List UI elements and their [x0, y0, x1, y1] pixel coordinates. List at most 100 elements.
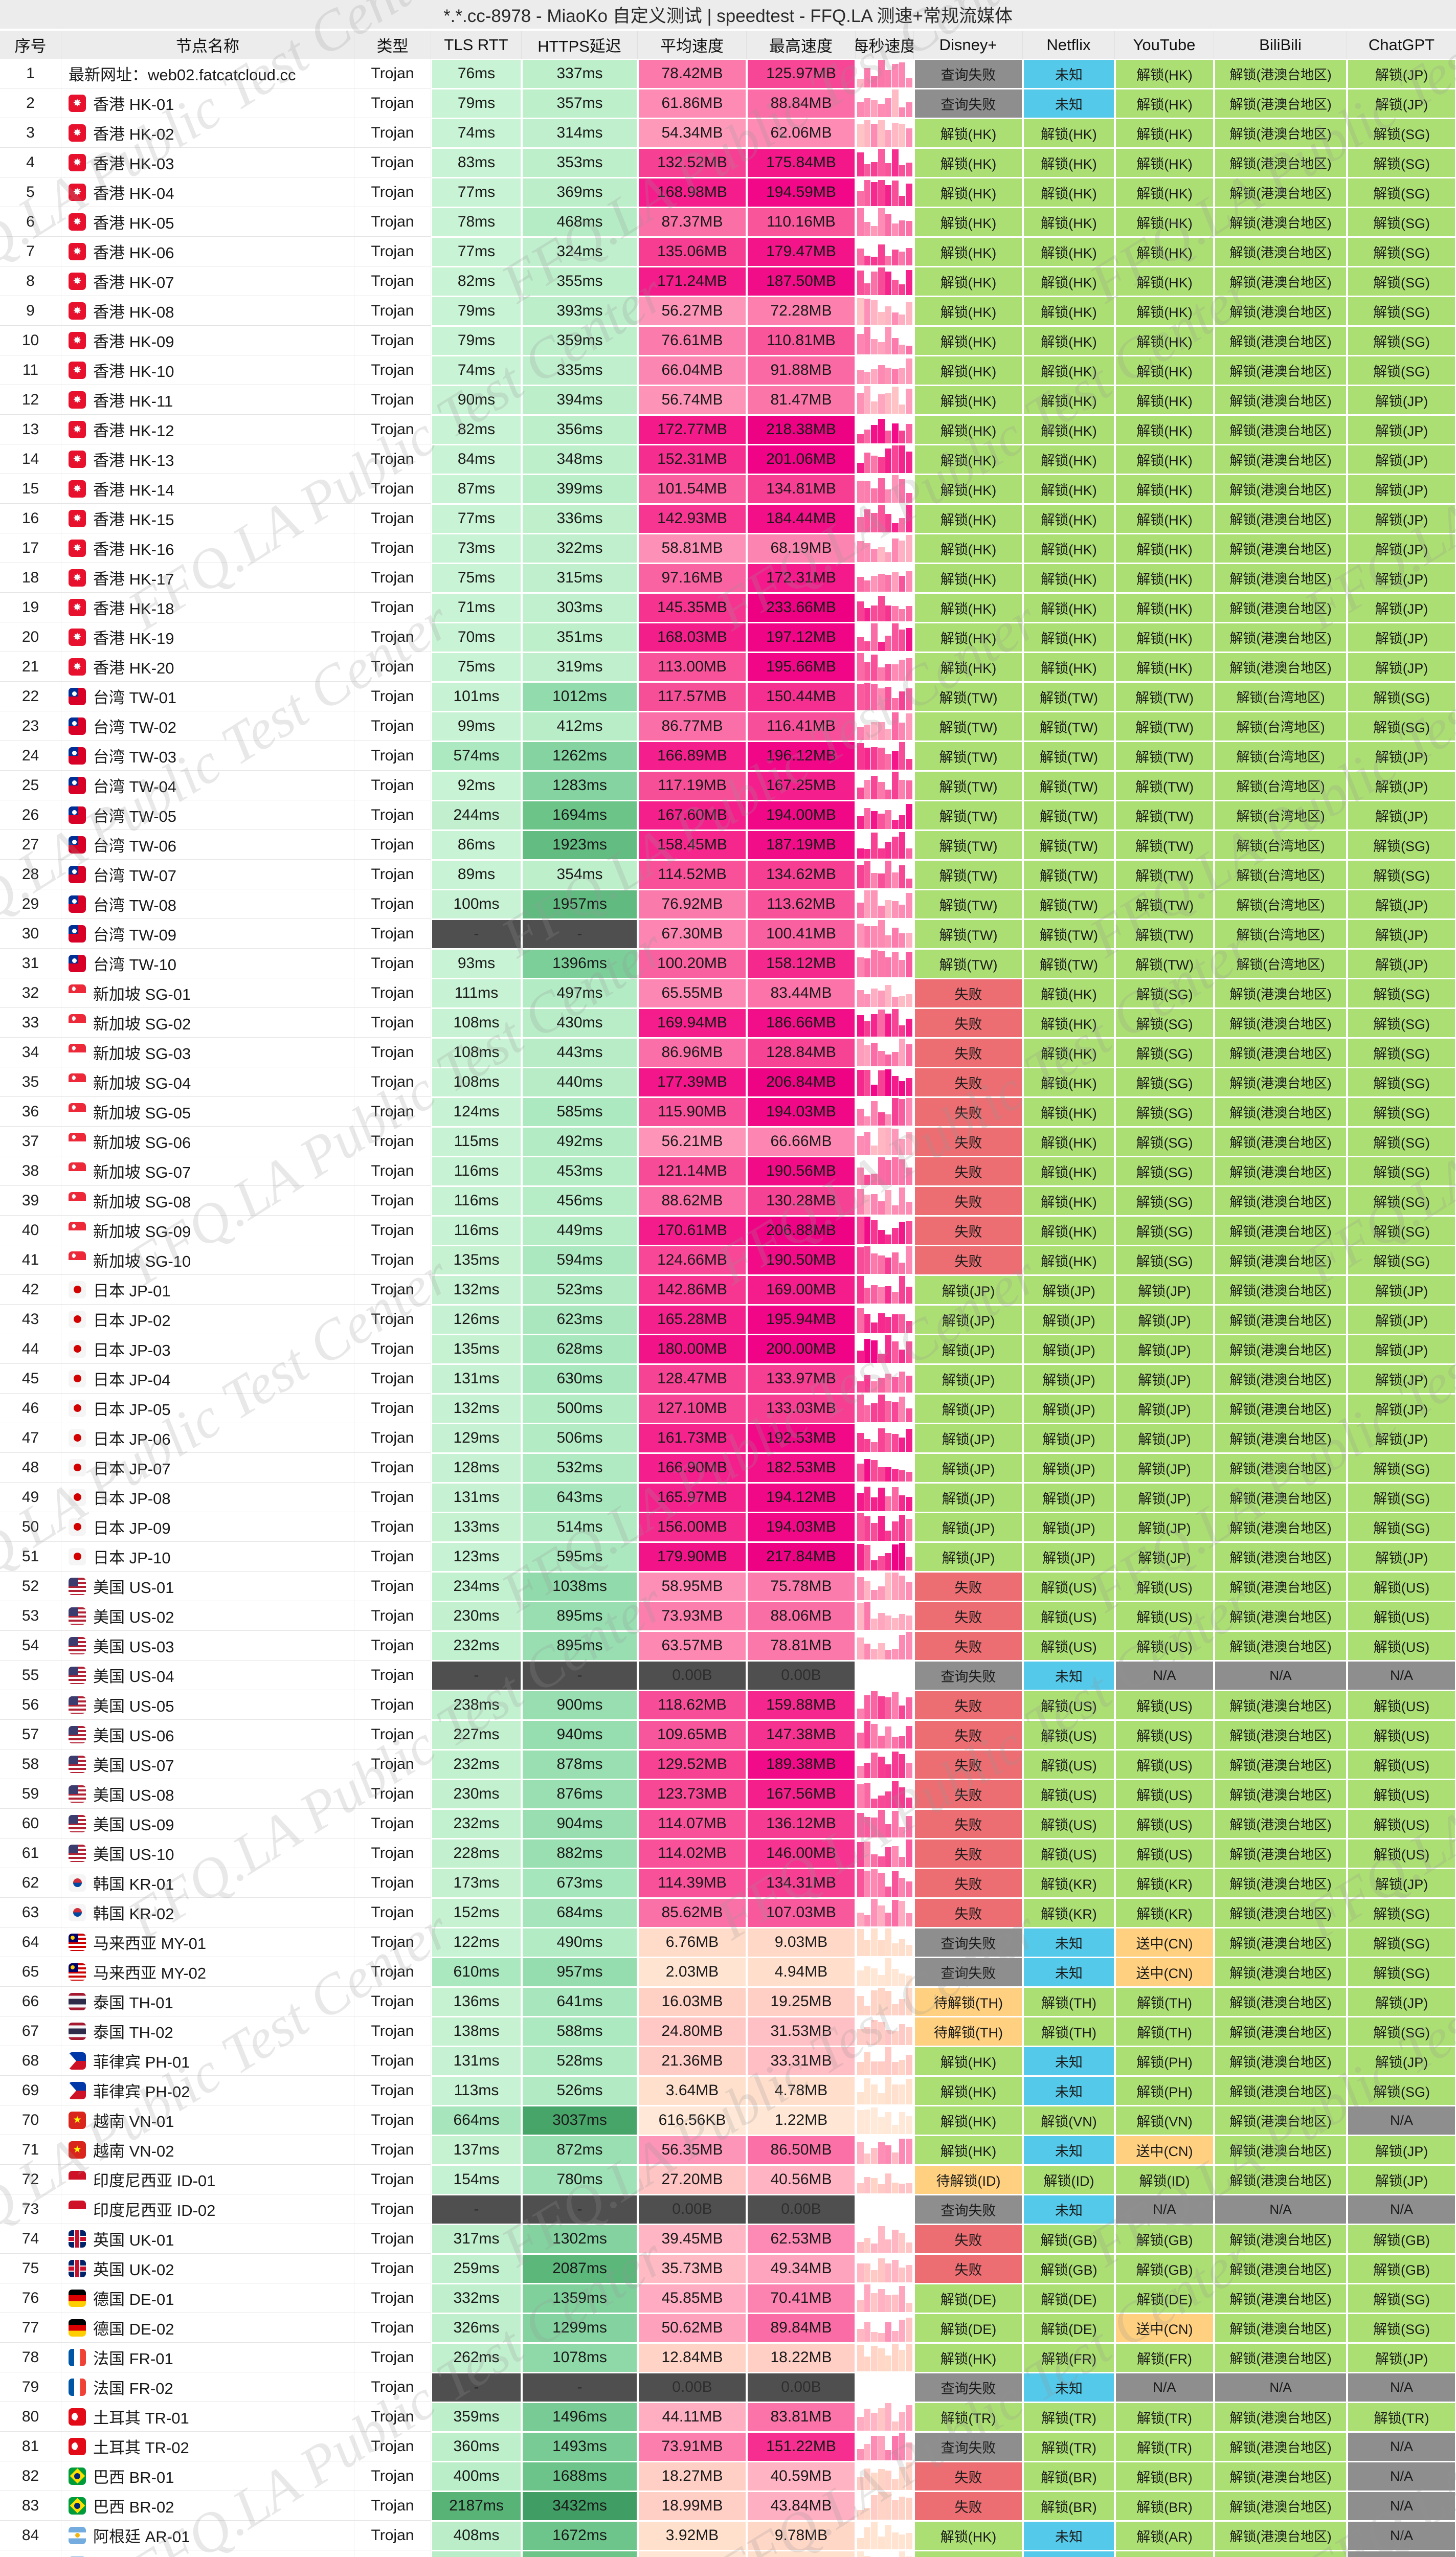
flag-icon-hk — [69, 183, 86, 201]
node-type: Trojan — [354, 1423, 431, 1453]
youtube-status: 解锁(US) — [1115, 1601, 1214, 1631]
chatgpt-status: 解锁(US) — [1347, 1690, 1456, 1720]
flag-icon-us — [69, 1577, 86, 1595]
disney-status: 解锁(HK) — [914, 118, 1023, 148]
chatgpt-status: 解锁(GB) — [1347, 2224, 1456, 2254]
max-speed: 83.81MB — [747, 2402, 856, 2432]
avg-speed: 166.90MB — [638, 1453, 747, 1483]
node-name: 阿根廷 AR-01 — [61, 2521, 354, 2550]
disney-status: 查询失败 — [914, 2432, 1023, 2461]
table-row: 76 德国 DE-01 Trojan 332ms 1359ms 45.85MB 70.41M… — [0, 2283, 1456, 2313]
bilibili-status: 解锁(港澳台地区) — [1214, 2165, 1347, 2194]
youtube-status: 解锁(HK) — [1115, 563, 1214, 593]
speed-bars — [856, 682, 914, 711]
youtube-status: 解锁(SG) — [1115, 1008, 1214, 1038]
node-name: 越南 VN-02 — [61, 2135, 354, 2165]
disney-status: 解锁(HK) — [914, 237, 1023, 266]
avg-speed: 12.84MB — [638, 2343, 747, 2372]
node-name-label: 美国 US-05 — [93, 1697, 174, 1715]
speed-bars — [856, 1127, 914, 1156]
https-ping: 490ms — [522, 1927, 638, 1957]
youtube-status: 解锁(HK) — [1115, 59, 1214, 88]
node-type: Trojan — [354, 1838, 431, 1868]
flag-icon-hk — [69, 480, 86, 498]
max-speed: 110.16MB — [747, 207, 856, 237]
chatgpt-status: 解锁(JP) — [1347, 444, 1456, 474]
speed-bars — [856, 1838, 914, 1868]
youtube-status: 解锁(JP) — [1115, 1364, 1214, 1394]
netflix-status: 解锁(TW) — [1023, 711, 1115, 741]
max-speed: 200.00MB — [747, 1334, 856, 1364]
tls-rtt: 136ms — [431, 1987, 522, 2016]
table-row: 54 美国 US-03 Trojan 232ms 895ms 63.57MB 78.81MB… — [0, 1631, 1456, 1661]
tls-rtt: 414ms — [431, 2550, 522, 2557]
flag-icon-tw — [69, 806, 86, 824]
node-type: Trojan — [354, 771, 431, 800]
speed-bars — [856, 2076, 914, 2105]
bilibili-status: 解锁(港澳台地区) — [1214, 1868, 1347, 1898]
chatgpt-status: 解锁(JP) — [1347, 593, 1456, 622]
speed-bars — [856, 1749, 914, 1779]
tls-rtt: 83ms — [431, 148, 522, 177]
https-ping: 630ms — [522, 1364, 638, 1394]
max-speed: 4.94MB — [747, 1957, 856, 1987]
node-type: Trojan — [354, 533, 431, 563]
max-speed: 182.53MB — [747, 1453, 856, 1483]
tls-rtt: 234ms — [431, 1572, 522, 1601]
tls-rtt: 77ms — [431, 504, 522, 533]
node-name-label: 美国 US-01 — [93, 1579, 174, 1597]
table-row: 29 台湾 TW-08 Trojan 100ms 1957ms 76.92MB 113.62… — [0, 889, 1456, 919]
youtube-status: 解锁(SG) — [1115, 978, 1214, 1008]
table-row: 53 美国 US-02 Trojan 230ms 895ms 73.93MB 88.06MB… — [0, 1601, 1456, 1631]
max-speed: 78.81MB — [747, 1631, 856, 1661]
max-speed: 91.88MB — [747, 355, 856, 385]
node-type: Trojan — [354, 711, 431, 741]
flag-icon-jp — [69, 1340, 86, 1358]
avg-speed: 2.03MB — [638, 1957, 747, 1987]
youtube-status: 解锁(JP) — [1115, 1275, 1214, 1305]
speed-bars — [856, 1245, 914, 1275]
node-name: 新加坡 SG-10 — [61, 1245, 354, 1275]
tls-rtt: 108ms — [431, 1008, 522, 1038]
node-name: 日本 JP-07 — [61, 1453, 354, 1483]
table-row: 48 日本 JP-07 Trojan 128ms 532ms 166.90MB 182.53… — [0, 1453, 1456, 1483]
avg-speed: 180.00MB — [638, 1334, 747, 1364]
disney-status: 解锁(TR) — [914, 2402, 1023, 2432]
chatgpt-status: 解锁(JP) — [1347, 563, 1456, 593]
node-name-label: 香港 HK-04 — [93, 185, 174, 203]
speed-bars — [856, 1423, 914, 1453]
https-ping: 506ms — [522, 1423, 638, 1453]
avg-speed: 161.73MB — [638, 1423, 747, 1453]
node-type: Trojan — [354, 2550, 431, 2557]
tls-rtt: 124ms — [431, 1097, 522, 1127]
table-row: 46 日本 JP-05 Trojan 132ms 500ms 127.10MB 133.03… — [0, 1394, 1456, 1423]
node-type: Trojan — [354, 889, 431, 919]
speed-bars — [856, 385, 914, 415]
disney-status: 解锁(TW) — [914, 860, 1023, 889]
https-ping: 1923ms — [522, 830, 638, 860]
flag-icon-jp — [69, 1281, 86, 1298]
node-type: Trojan — [354, 1690, 431, 1720]
disney-status: 解锁(JP) — [914, 1394, 1023, 1423]
max-speed: 133.97MB — [747, 1364, 856, 1394]
https-ping: - — [522, 2372, 638, 2402]
https-ping: 882ms — [522, 1838, 638, 1868]
disney-status: 解锁(JP) — [914, 1453, 1023, 1483]
chatgpt-status: 解锁(JP) — [1347, 1423, 1456, 1453]
avg-speed: 124.66MB — [638, 1245, 747, 1275]
node-name-label: 香港 HK-08 — [93, 303, 174, 321]
https-ping: 443ms — [522, 1038, 638, 1067]
bilibili-status: 解锁(港澳台地区) — [1214, 1572, 1347, 1601]
node-type: Trojan — [354, 1601, 431, 1631]
bilibili-status: 解锁(港澳台地区) — [1214, 1186, 1347, 1216]
table-row: 8 香港 HK-07 Trojan82ms355ms171.24MB187.50MB… — [0, 266, 1456, 296]
row-index: 33 — [0, 1008, 61, 1038]
row-index: 40 — [0, 1216, 61, 1245]
netflix-status: 解锁(US) — [1023, 1838, 1115, 1868]
table-row: 35 新加坡 SG-04 Trojan 108ms 440ms 177.39MB 206.8… — [0, 1067, 1456, 1097]
speed-bars — [856, 1542, 914, 1572]
max-speed: 66.66MB — [747, 1127, 856, 1156]
node-type: Trojan — [354, 1127, 431, 1156]
max-speed: 195.66MB — [747, 652, 856, 682]
node-name-label: 台湾 TW-03 — [93, 748, 177, 766]
